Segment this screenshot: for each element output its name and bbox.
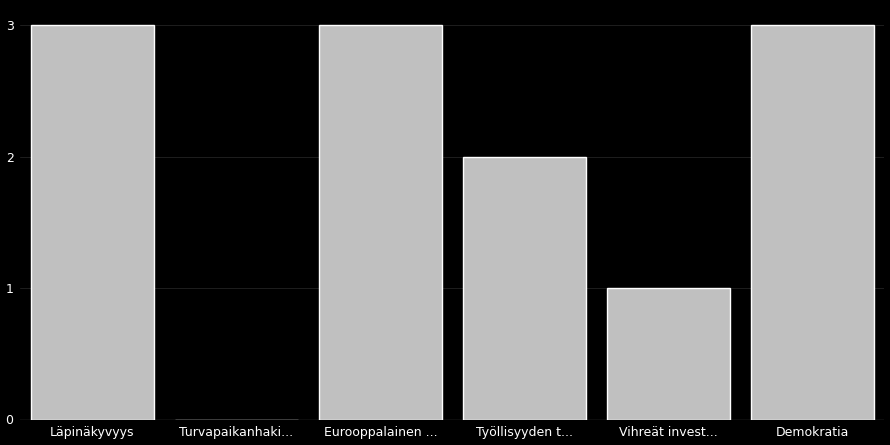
Bar: [607, 288, 730, 420]
Bar: [320, 25, 441, 420]
Bar: [464, 157, 586, 420]
Bar: [751, 25, 874, 420]
Bar: [31, 25, 154, 420]
